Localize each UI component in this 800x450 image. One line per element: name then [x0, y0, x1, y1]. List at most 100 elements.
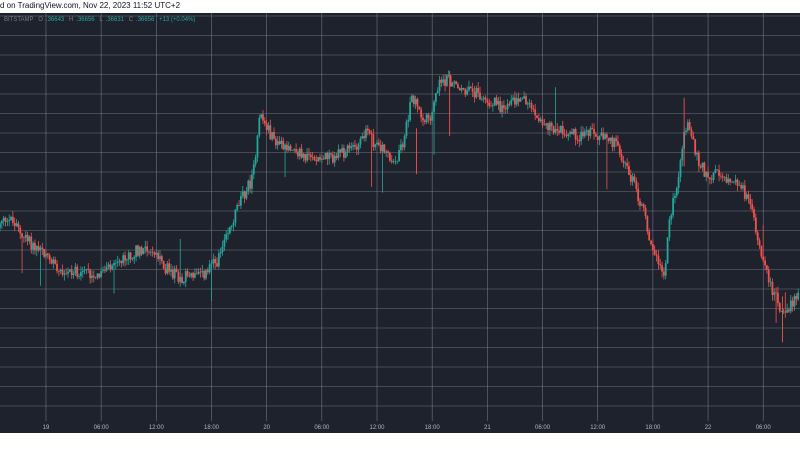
candle-body: [118, 260, 121, 262]
candle-body: [355, 146, 358, 150]
candle-body: [129, 252, 132, 260]
candles: [0, 70, 800, 343]
candle-body: [633, 176, 636, 181]
candle-body: [313, 156, 316, 160]
candle-body: [488, 102, 491, 106]
candle-body: [41, 247, 44, 249]
candle-body: [412, 95, 415, 105]
candle-body: [315, 159, 318, 162]
candle-body: [4, 217, 7, 222]
candle-body: [405, 121, 408, 137]
candle-body: [688, 122, 691, 130]
ohlc-legend: BITSTAMP O .36643 H .36656 L .36631 C .36656…: [4, 16, 198, 24]
x-tick-label: 12:00: [149, 425, 165, 431]
candle-body: [576, 139, 579, 141]
candle-body: [560, 126, 562, 133]
candle-body: [252, 164, 255, 175]
candle-body: [403, 136, 406, 148]
candle-body: [409, 102, 412, 121]
candle-body: [484, 97, 487, 100]
candle-body: [672, 197, 675, 216]
candle-body: [532, 108, 535, 110]
candle-body: [236, 205, 239, 210]
candle-body: [697, 152, 700, 166]
candle-body: [679, 160, 682, 177]
candle-body: [114, 262, 117, 264]
candle-body: [56, 263, 58, 272]
candle-body: [374, 144, 377, 148]
candle-body: [188, 275, 191, 277]
candle-body: [594, 133, 597, 137]
candle-body: [70, 269, 73, 276]
candle-body: [59, 269, 62, 272]
chart-panel[interactable]: 19 06:00 12:00 18:00 20 06:00 12:00 18:00 21 06:0…: [0, 13, 800, 433]
candle-body: [681, 148, 684, 161]
price-chart[interactable]: 19 06:00 12:00 18:00 20 06:00 12:00 18:00 21 06:0…: [0, 13, 800, 433]
candle-body: [510, 99, 513, 105]
candle-body: [609, 137, 612, 141]
candle-body: [797, 292, 800, 300]
candle-body: [322, 158, 325, 160]
candle-body: [574, 129, 577, 140]
candle-body: [291, 150, 294, 151]
candle-body: [445, 75, 448, 86]
x-tick-label: 19: [43, 425, 50, 431]
candle-body: [344, 152, 347, 158]
candle-body: [385, 151, 388, 153]
candle-body: [324, 153, 327, 160]
candle-body: [85, 268, 88, 270]
candle-body: [521, 98, 524, 100]
candle-body: [343, 147, 345, 158]
candle-body: [339, 149, 342, 153]
candle-body: [650, 240, 652, 244]
candle-body: [10, 216, 12, 221]
candle-body: [429, 117, 432, 121]
candle-body: [723, 177, 726, 178]
candle-body: [506, 103, 509, 110]
candle-body: [170, 269, 172, 272]
candle-body: [105, 266, 108, 271]
candle-body: [740, 185, 743, 189]
candle-body: [377, 142, 380, 146]
candle-body: [199, 271, 202, 273]
candle-body: [30, 236, 33, 250]
candle-body: [727, 178, 730, 183]
candle-body: [462, 87, 465, 90]
candle-body: [148, 251, 150, 253]
candle-body: [563, 134, 566, 136]
candle-body: [162, 260, 165, 269]
candle-body: [183, 281, 185, 284]
candle-body: [528, 103, 531, 104]
candle-body: [238, 205, 240, 206]
candle-body: [778, 303, 781, 312]
x-tick-label: 22: [705, 425, 712, 431]
candle-body: [67, 271, 69, 274]
candle-body: [648, 231, 651, 241]
candle-body: [328, 153, 331, 160]
candle-body: [280, 140, 283, 144]
candle-body: [598, 135, 601, 140]
candle-body: [504, 108, 507, 110]
candle-body: [475, 88, 478, 98]
candle-body: [514, 97, 516, 105]
legend-change: +13 (+0.04%): [159, 17, 196, 23]
candle-body: [771, 281, 774, 295]
candle-body: [425, 114, 428, 123]
candle-body: [245, 191, 248, 199]
candle-body: [617, 141, 619, 146]
candle-body: [157, 252, 160, 260]
candle-body: [190, 272, 193, 277]
candle-body: [628, 165, 630, 175]
candle-body: [491, 105, 494, 107]
candle-body: [186, 271, 189, 276]
candle-body: [276, 141, 279, 146]
candle-body: [466, 90, 469, 95]
candle-body: [690, 129, 693, 137]
candle-body: [91, 275, 93, 279]
candle-body: [554, 129, 557, 133]
candle-body: [192, 272, 195, 278]
candle-body: [376, 142, 378, 145]
candle-body: [254, 157, 257, 165]
candle-body: [210, 263, 213, 265]
candle-body: [11, 216, 14, 224]
